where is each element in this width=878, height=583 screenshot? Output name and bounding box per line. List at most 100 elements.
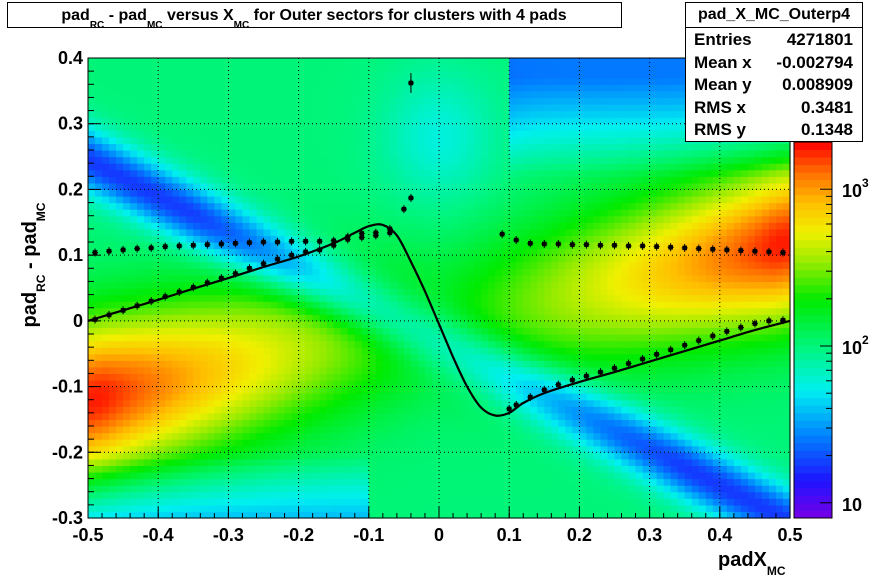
heatmap-cell — [130, 301, 138, 309]
heatmap-cell — [298, 406, 307, 414]
heatmap-cell — [235, 288, 244, 296]
heatmap-cell — [495, 439, 503, 447]
heatmap-cell — [333, 491, 342, 499]
heatmap-cell — [137, 426, 145, 434]
heatmap-cell — [530, 478, 538, 486]
heatmap-cell — [165, 334, 173, 342]
heatmap-cell — [158, 255, 166, 263]
heatmap-cell — [95, 445, 103, 453]
heatmap-cell — [214, 373, 222, 381]
heatmap-cell — [291, 511, 300, 519]
heatmap-cell — [235, 380, 244, 388]
heatmap-cell — [431, 498, 440, 506]
heatmap-cell — [221, 452, 229, 460]
heatmap-cell — [502, 274, 510, 283]
heatmap-cell — [572, 136, 580, 145]
heatmap-cell — [256, 90, 265, 99]
heatmap-cell — [495, 294, 503, 302]
heatmap-cell — [144, 504, 152, 513]
heatmap-cell — [530, 445, 538, 453]
heatmap-cell — [417, 202, 426, 210]
heatmap-cell — [347, 242, 356, 250]
heatmap-cell — [298, 294, 307, 302]
heatmap-cell — [123, 196, 131, 204]
heatmap-cell — [144, 380, 152, 388]
heatmap-cell — [439, 196, 447, 204]
heatmap-cell — [396, 202, 405, 210]
heatmap-cell — [333, 136, 342, 145]
heatmap-cell — [502, 163, 510, 171]
heatmap-cell — [179, 511, 187, 519]
heatmap-cell — [361, 465, 370, 473]
heatmap-cell — [165, 366, 173, 375]
heatmap-cell — [586, 485, 595, 493]
heatmap-cell — [523, 268, 531, 276]
heatmap-cell — [467, 189, 475, 197]
heatmap-cell — [228, 347, 237, 355]
heatmap-cell — [565, 360, 573, 368]
heatmap-cell — [130, 77, 138, 85]
heatmap-cell — [417, 373, 426, 381]
heatmap-cell — [165, 432, 173, 440]
heatmap-cell — [137, 117, 145, 125]
heatmap-cell — [95, 347, 103, 355]
heatmap-cell — [102, 71, 110, 79]
heatmap-cell — [116, 196, 124, 204]
heatmap-cell — [326, 320, 335, 329]
heatmap-cell — [565, 235, 573, 243]
heatmap-cell — [382, 399, 391, 407]
heatmap-cell — [537, 143, 545, 151]
heatmap-cell — [368, 71, 377, 79]
heatmap-cell — [396, 307, 405, 315]
heatmap-cell — [565, 228, 573, 237]
heatmap-cell — [284, 294, 293, 302]
heatmap-cell — [375, 465, 384, 473]
heatmap-cell — [375, 255, 384, 263]
heatmap-cell — [565, 320, 573, 329]
heatmap-cell — [537, 84, 545, 92]
heatmap-cell — [537, 58, 545, 66]
heatmap-cell — [544, 261, 552, 269]
heatmap-cell — [144, 426, 152, 434]
heatmap-cell — [347, 163, 356, 171]
heatmap-cell — [361, 281, 370, 289]
heatmap-cell — [460, 150, 468, 158]
heatmap-cell — [130, 334, 138, 342]
heatmap-cell — [572, 196, 580, 204]
heatmap-cell — [509, 255, 517, 263]
heatmap-cell — [305, 307, 314, 315]
heatmap-cell — [235, 485, 244, 493]
heatmap-cell — [298, 347, 307, 355]
heatmap-cell — [319, 347, 328, 355]
heatmap-cell — [502, 314, 510, 322]
heatmap-cell — [488, 130, 496, 138]
heatmap-cell — [123, 288, 131, 296]
heatmap-cell — [530, 406, 538, 414]
heatmap-cell — [130, 386, 138, 394]
heatmap-cell — [474, 301, 482, 309]
heatmap-cell — [172, 261, 180, 269]
heatmap-cell — [516, 366, 524, 375]
heatmap-cell — [453, 307, 461, 315]
heatmap-cell — [509, 366, 517, 375]
heatmap-cell — [221, 268, 229, 276]
heatmap-cell — [530, 202, 538, 210]
heatmap-cell — [558, 439, 566, 447]
heatmap-cell — [277, 294, 286, 302]
heatmap-cell — [340, 196, 349, 204]
heatmap-cell — [228, 169, 237, 177]
heatmap-cell — [137, 274, 145, 283]
heatmap-cell — [579, 406, 588, 414]
heatmap-cell — [424, 320, 433, 329]
heatmap-cell — [151, 366, 159, 375]
heatmap-cell — [474, 136, 482, 145]
heatmap-cell — [116, 71, 124, 79]
heatmap-cell — [417, 130, 426, 138]
heatmap-cell — [586, 340, 595, 348]
heatmap-cell — [509, 196, 517, 204]
heatmap-cell — [572, 130, 580, 138]
heatmap-cell — [172, 163, 180, 171]
heatmap-cell — [214, 130, 222, 138]
heatmap-cell — [382, 156, 391, 164]
heatmap-cell — [368, 209, 377, 217]
